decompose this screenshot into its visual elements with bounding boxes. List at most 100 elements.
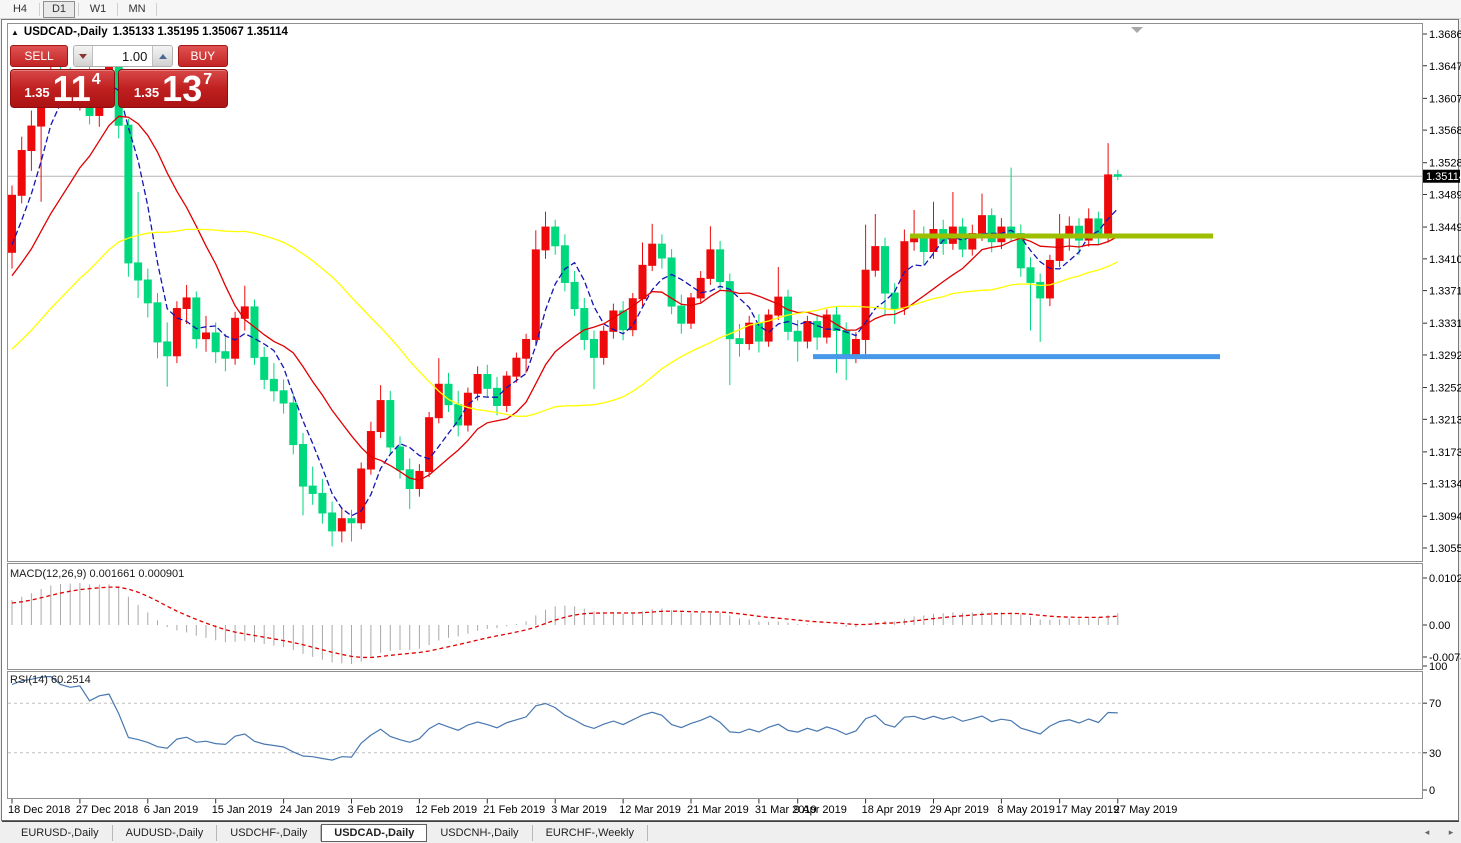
macd-axis: 0.0102295 0.00 -0.0074745	[1423, 573, 1461, 664]
buy-price-sup: 7	[203, 71, 213, 88]
svg-text:100: 100	[1429, 661, 1447, 673]
current-price-label: 1.35114	[1426, 171, 1461, 183]
svg-text:12 Feb 2019: 12 Feb 2019	[415, 804, 477, 816]
svg-text:18 Dec 2018: 18 Dec 2018	[8, 804, 70, 816]
toolbar-separator	[156, 2, 157, 16]
chart-tab-usdcnh[interactable]: USDCNH-,Daily	[427, 824, 533, 841]
timeframe-button-w1[interactable]: W1	[89, 3, 107, 15]
svg-text:21 Mar 2019: 21 Mar 2019	[687, 804, 749, 816]
chart-tab-eurchf[interactable]: EURCHF-,Weekly	[533, 824, 648, 841]
svg-text:31 Mar 2019: 31 Mar 2019	[755, 804, 817, 816]
timeframe-button-d1[interactable]: D1	[43, 0, 75, 18]
chart-tab-eurusd[interactable]: EURUSD-,Daily	[8, 824, 113, 841]
collapse-arrow-icon[interactable]: ▲	[11, 27, 19, 37]
rsi-line	[11, 675, 1118, 761]
svg-text:1.31730: 1.31730	[1429, 447, 1461, 459]
current-price-box	[1423, 169, 1460, 183]
ma-slow-line	[11, 228, 1119, 417]
svg-text:1.34890: 1.34890	[1429, 189, 1461, 201]
chart-shift-marker-icon	[1131, 27, 1143, 33]
toolbar-separator	[78, 2, 79, 16]
svg-text:1.30550: 1.30550	[1429, 543, 1461, 555]
macd-signal-line	[11, 586, 1118, 659]
svg-text:1.36860: 1.36860	[1429, 29, 1461, 41]
macd-label: MACD(12,26,9) 0.001661 0.000901	[10, 568, 184, 580]
timeframe-button-h4[interactable]: H4	[12, 3, 28, 15]
buy-price-base: 1.35	[133, 85, 160, 100]
buy-price-display[interactable]: 1.35 13 7	[118, 69, 228, 108]
chart-tab-usdcad[interactable]: USDCAD-,Daily	[321, 823, 428, 842]
rsi-axis: 100 70 30 0	[1423, 661, 1447, 797]
sell-price-sup: 4	[91, 71, 101, 88]
buy-price-big: 13	[162, 68, 203, 110]
sell-price-big: 11	[52, 68, 91, 110]
buy-button[interactable]: BUY	[177, 45, 229, 67]
timeframe-toolbar: H4 D1 W1 MN	[0, 0, 1461, 19]
svg-text:70: 70	[1429, 698, 1441, 710]
chart-tab-usdchf[interactable]: USDCHF-,Daily	[217, 824, 322, 841]
svg-text:17 May 2019: 17 May 2019	[1056, 804, 1120, 816]
svg-text:1.32130: 1.32130	[1429, 414, 1461, 426]
triangle-down-icon	[79, 53, 88, 59]
volume-stepper: 1.00	[73, 45, 173, 67]
one-click-trading-panel: SELL 1.00 BUY 1.35 11 4 1.35 13 7	[10, 45, 229, 108]
volume-increase-button[interactable]	[153, 46, 172, 66]
svg-text:3 Mar 2019: 3 Mar 2019	[551, 804, 607, 816]
price-axis[interactable]: 1.36860 1.36470 1.36070 1.35680 1.35280 1.348…	[1423, 29, 1461, 555]
sell-button[interactable]: SELL	[10, 45, 69, 67]
sell-price-display[interactable]: 1.35 11 4	[10, 69, 115, 108]
chart-tab-bar: EURUSD-,Daily AUDUSD-,Daily USDCHF-,Daily U…	[0, 822, 1461, 843]
macd-pane-border	[7, 563, 1423, 670]
svg-text:1.35680: 1.35680	[1429, 125, 1461, 137]
svg-text:1.32520: 1.32520	[1429, 383, 1461, 395]
svg-text:1.30940: 1.30940	[1429, 511, 1461, 523]
svg-text:9 Apr 2019: 9 Apr 2019	[794, 804, 847, 816]
svg-text:1.36470: 1.36470	[1429, 61, 1461, 73]
svg-text:1.34490: 1.34490	[1429, 222, 1461, 234]
rsi-label: RSI(14) 60.2514	[10, 674, 91, 686]
svg-text:-0.0074745: -0.0074745	[1429, 652, 1461, 664]
svg-text:1.33710: 1.33710	[1429, 286, 1461, 298]
svg-text:15 Jan 2019: 15 Jan 2019	[212, 804, 273, 816]
volume-decrease-button[interactable]	[74, 46, 93, 66]
chart-ohlc-values: 1.35133 1.35195 1.35067 1.35114	[112, 26, 288, 38]
ma-mid-line	[11, 115, 1119, 481]
svg-text:1.33310: 1.33310	[1429, 318, 1461, 330]
chart-title: ▲ USDCAD-,Daily 1.35133 1.35195 1.35067 …	[11, 26, 288, 38]
date-axis[interactable]: 18 Dec 2018 27 Dec 2018 6 Jan 2019 15 Jan 2…	[8, 799, 1177, 816]
svg-text:21 Feb 2019: 21 Feb 2019	[483, 804, 545, 816]
svg-text:1.32920: 1.32920	[1429, 350, 1461, 362]
svg-text:30: 30	[1429, 748, 1441, 760]
svg-text:0.0102295: 0.0102295	[1429, 573, 1461, 585]
svg-text:12 Mar 2019: 12 Mar 2019	[619, 804, 681, 816]
volume-input[interactable]: 1.00	[92, 46, 154, 66]
main-pane-border	[7, 23, 1423, 562]
toolbar-separator	[39, 2, 40, 16]
tab-scroll-right-button[interactable]: ▸	[1448, 826, 1454, 837]
svg-text:0: 0	[1429, 785, 1435, 797]
rsi-pane-border	[7, 671, 1423, 799]
svg-text:6 Jan 2019: 6 Jan 2019	[144, 804, 198, 816]
svg-text:8 May 2019: 8 May 2019	[997, 804, 1054, 816]
timeframe-button-mn[interactable]: MN	[128, 3, 146, 15]
svg-text:1.34100: 1.34100	[1429, 254, 1461, 266]
chart-window-frame	[1, 19, 1459, 821]
svg-text:29 Apr 2019: 29 Apr 2019	[930, 804, 989, 816]
svg-text:24 Jan 2019: 24 Jan 2019	[280, 804, 341, 816]
toolbar-separator	[117, 2, 118, 16]
svg-text:27 May 2019: 27 May 2019	[1114, 804, 1178, 816]
ma-fast-line	[11, 81, 1119, 517]
triangle-up-icon	[158, 53, 167, 59]
svg-text:1.31340: 1.31340	[1429, 479, 1461, 491]
tab-scroll-left-button[interactable]: ◂	[1424, 826, 1430, 837]
svg-text:1.35280: 1.35280	[1429, 158, 1461, 170]
tab-scroll-buttons: ◂ ▸	[1420, 825, 1458, 839]
svg-text:18 Apr 2019: 18 Apr 2019	[862, 804, 921, 816]
chart-tab-audusd[interactable]: AUDUSD-,Daily	[113, 824, 218, 841]
sell-price-base: 1.35	[24, 85, 50, 100]
svg-text:0.00: 0.00	[1429, 620, 1450, 632]
svg-text:27 Dec 2018: 27 Dec 2018	[76, 804, 138, 816]
chart-symbol-label: USDCAD-,Daily	[23, 26, 108, 38]
